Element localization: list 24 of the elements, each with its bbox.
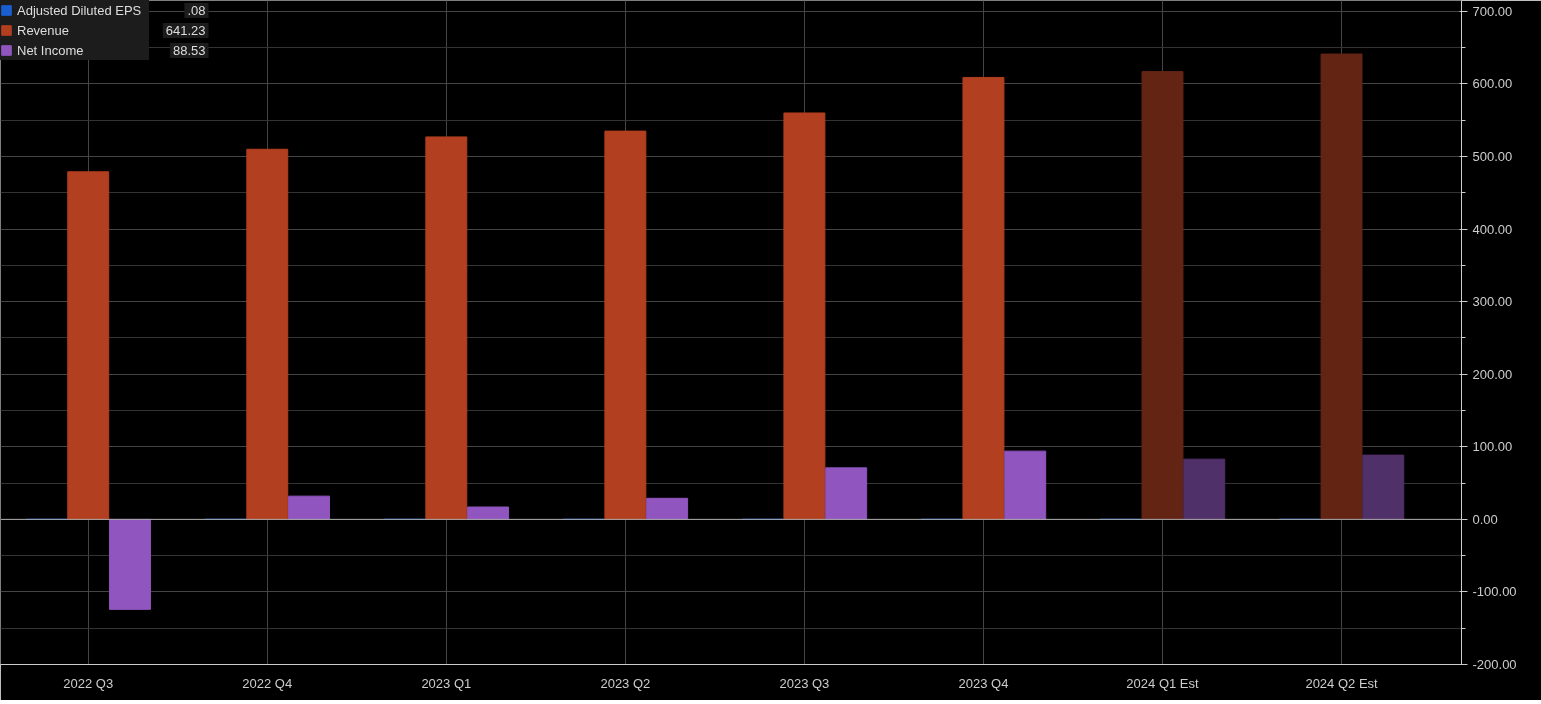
y-tick-label: 0.00 [1472, 511, 1498, 527]
y-tick-label: 600.00 [1472, 76, 1513, 92]
annotation: 641.23 [165, 23, 206, 38]
annotation: 88.53 [172, 43, 206, 58]
y-tick-label: 200.00 [1472, 366, 1513, 382]
x-tick-label: 2022 Q3 [63, 675, 114, 691]
y-tick-label: -200.00 [1472, 657, 1517, 672]
x-tick-label: 2024 Q1 Est [1126, 675, 1200, 691]
y-tick-label: 500.00 [1472, 149, 1513, 165]
x-tick-label: 2023 Q2 [600, 675, 651, 691]
y-tick-label: 400.00 [1472, 221, 1513, 237]
x-tick-label: 2023 Q4 [958, 675, 1009, 691]
y-tick-label: 300.00 [1472, 294, 1513, 310]
x-tick-label: 2024 Q2 Est [1305, 675, 1379, 691]
y-tick-label: 700.00 [1472, 3, 1513, 19]
legend-label: Adjusted Diluted EPS [17, 1, 143, 20]
legend-label: Net Income [17, 41, 85, 60]
y-tick-label: -100.00 [1472, 584, 1517, 600]
legend-label: Revenue [17, 21, 71, 40]
x-tick-label: 2023 Q3 [779, 675, 830, 691]
x-tick-label: 2023 Q1 [421, 675, 472, 691]
y-tick-label: 100.00 [1472, 439, 1513, 455]
annotation: .08 [187, 3, 206, 18]
x-tick-label: 2022 Q4 [242, 675, 293, 691]
